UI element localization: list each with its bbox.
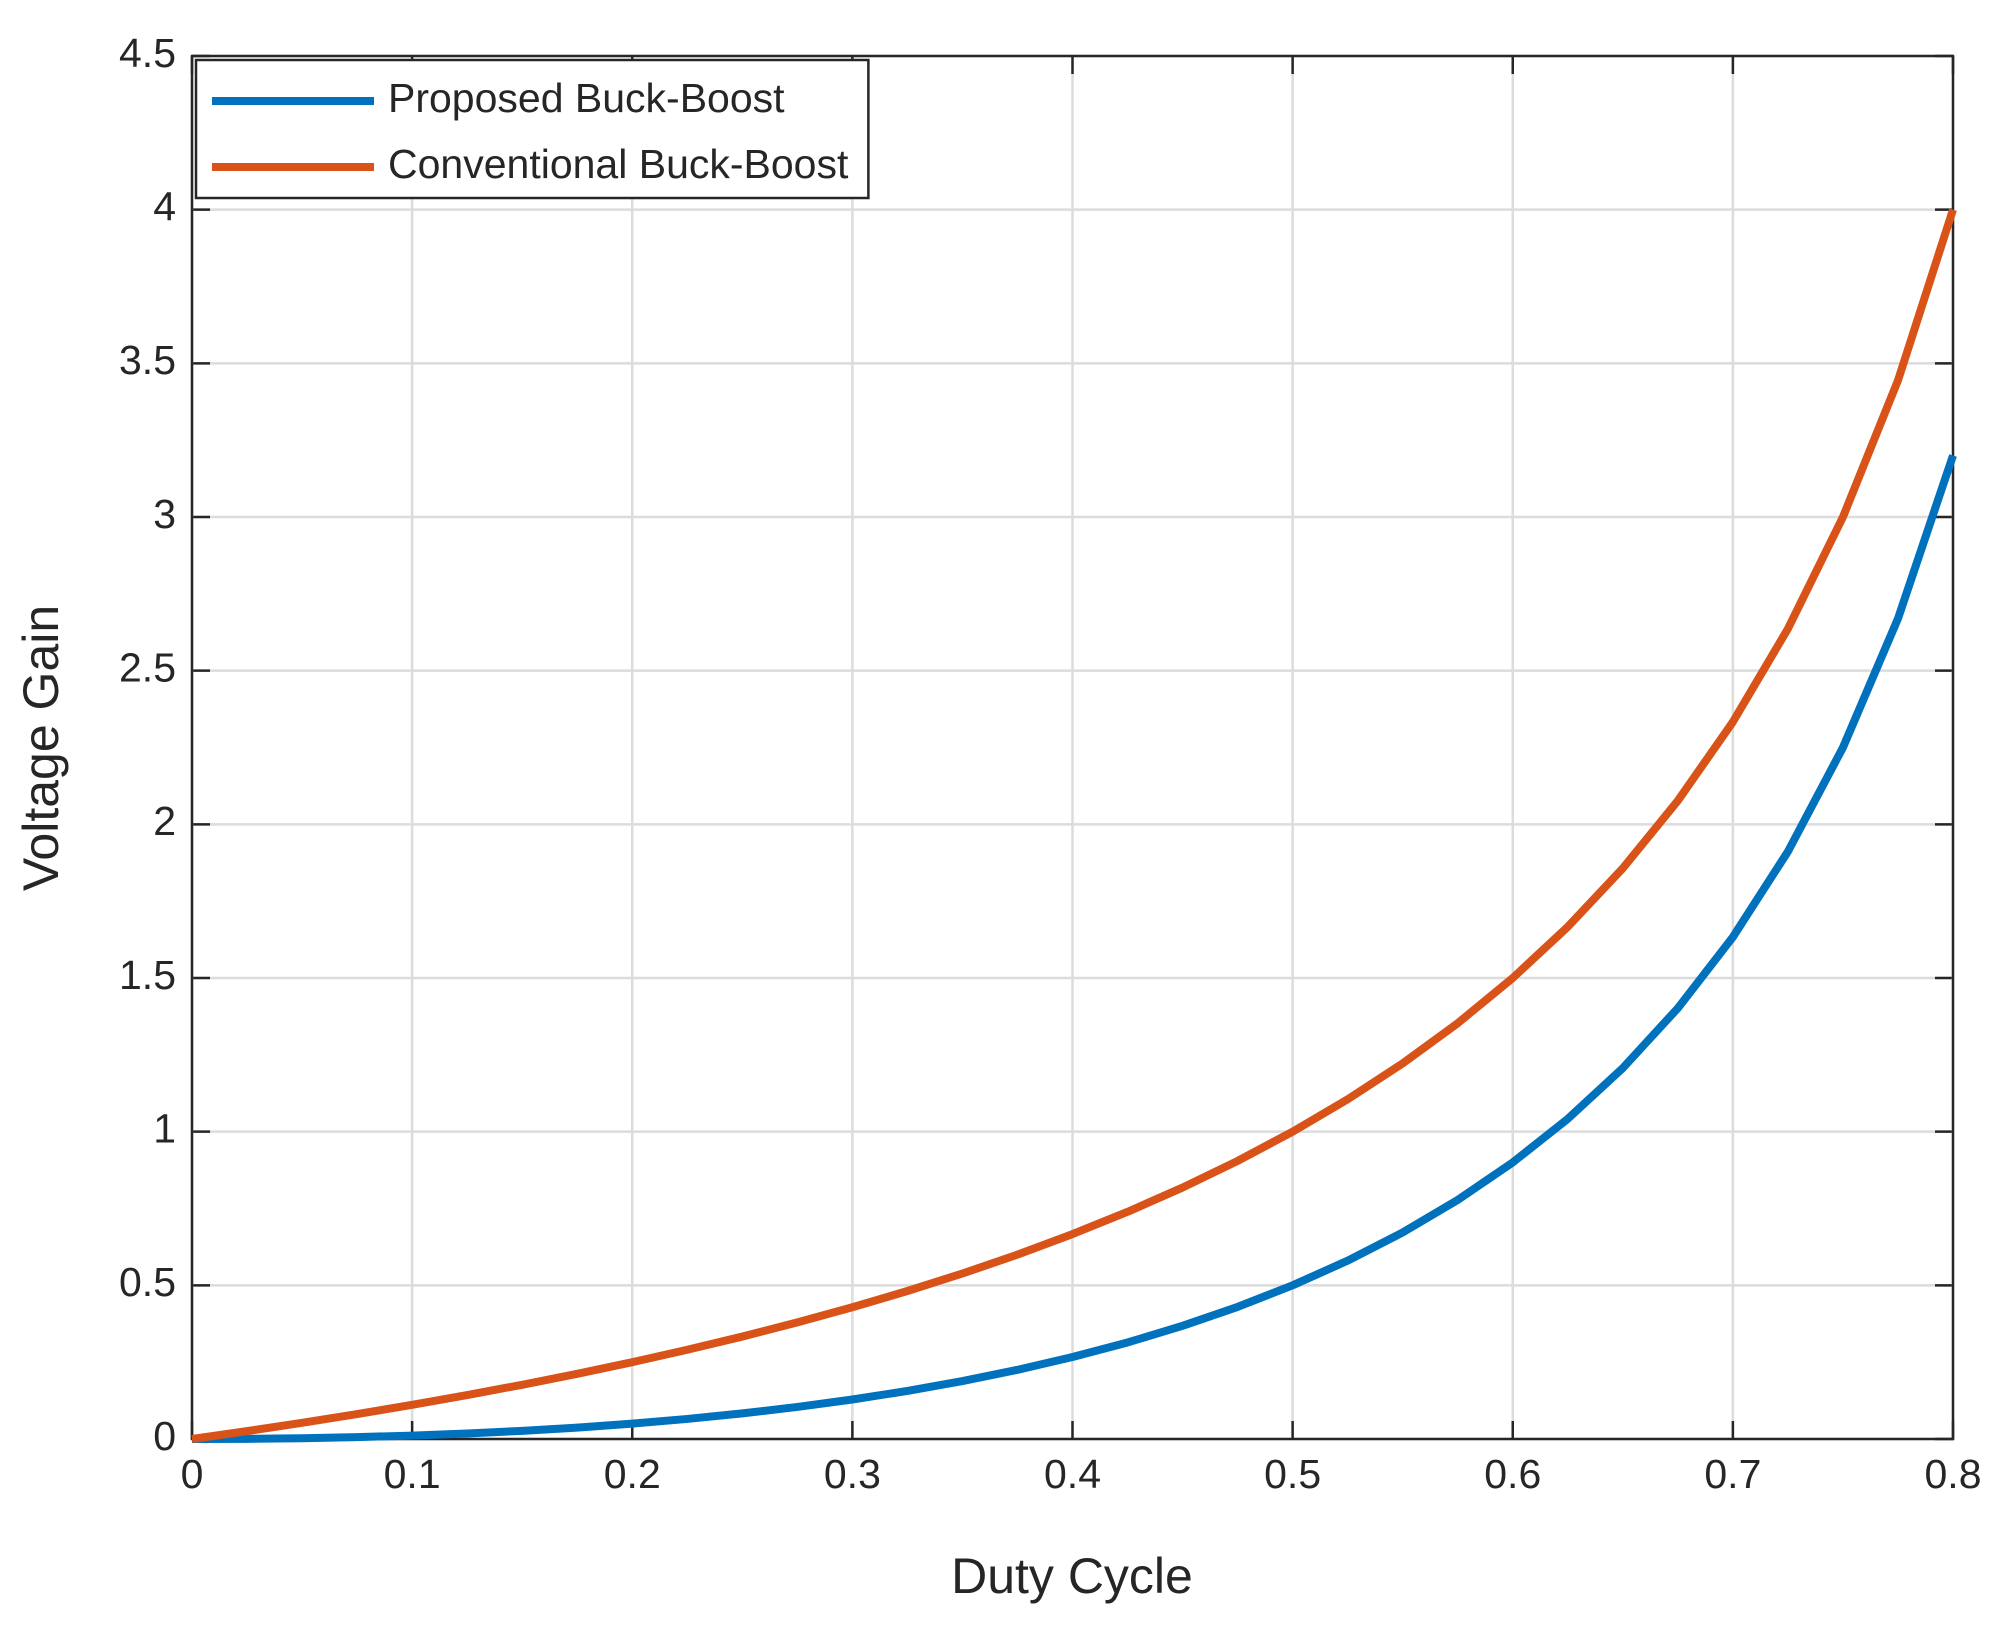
y-tick-label: 1.5 xyxy=(119,952,176,998)
x-tick-label: 0 xyxy=(181,1451,204,1497)
x-tick-label: 0.8 xyxy=(1925,1451,1982,1497)
y-tick-label: 3.5 xyxy=(119,337,176,383)
y-tick-label: 3 xyxy=(153,491,176,537)
data-line xyxy=(191,208,1957,1443)
legend-label: Proposed Buck-Boost xyxy=(388,75,785,121)
plot-frame xyxy=(190,54,1955,1441)
y-axis-label: Voltage Gain xyxy=(13,605,69,891)
y-tick-label: 4 xyxy=(153,183,176,229)
legend-box xyxy=(194,58,870,200)
x-tick-label: 0.1 xyxy=(384,1451,441,1497)
y-tick-label: 0 xyxy=(153,1413,176,1459)
data-line xyxy=(191,454,1957,1443)
x-axis-label: Duty Cycle xyxy=(951,1548,1193,1604)
y-tick-label: 2 xyxy=(153,798,176,844)
legend-label: Conventional Buck-Boost xyxy=(388,141,849,187)
y-tick-label: 0.5 xyxy=(119,1259,176,1305)
y-tick-label: 2.5 xyxy=(119,644,176,690)
x-tick-label: 0.3 xyxy=(824,1451,881,1497)
x-tick-label: 0.6 xyxy=(1484,1451,1541,1497)
x-tick-label: 0.5 xyxy=(1264,1451,1321,1497)
y-tick-label: 4.5 xyxy=(119,30,176,76)
x-tick-label: 0.2 xyxy=(604,1451,661,1497)
x-tick-label: 0.4 xyxy=(1044,1451,1101,1497)
y-tick-label: 1 xyxy=(153,1105,176,1151)
x-tick-label: 0.7 xyxy=(1704,1451,1761,1497)
